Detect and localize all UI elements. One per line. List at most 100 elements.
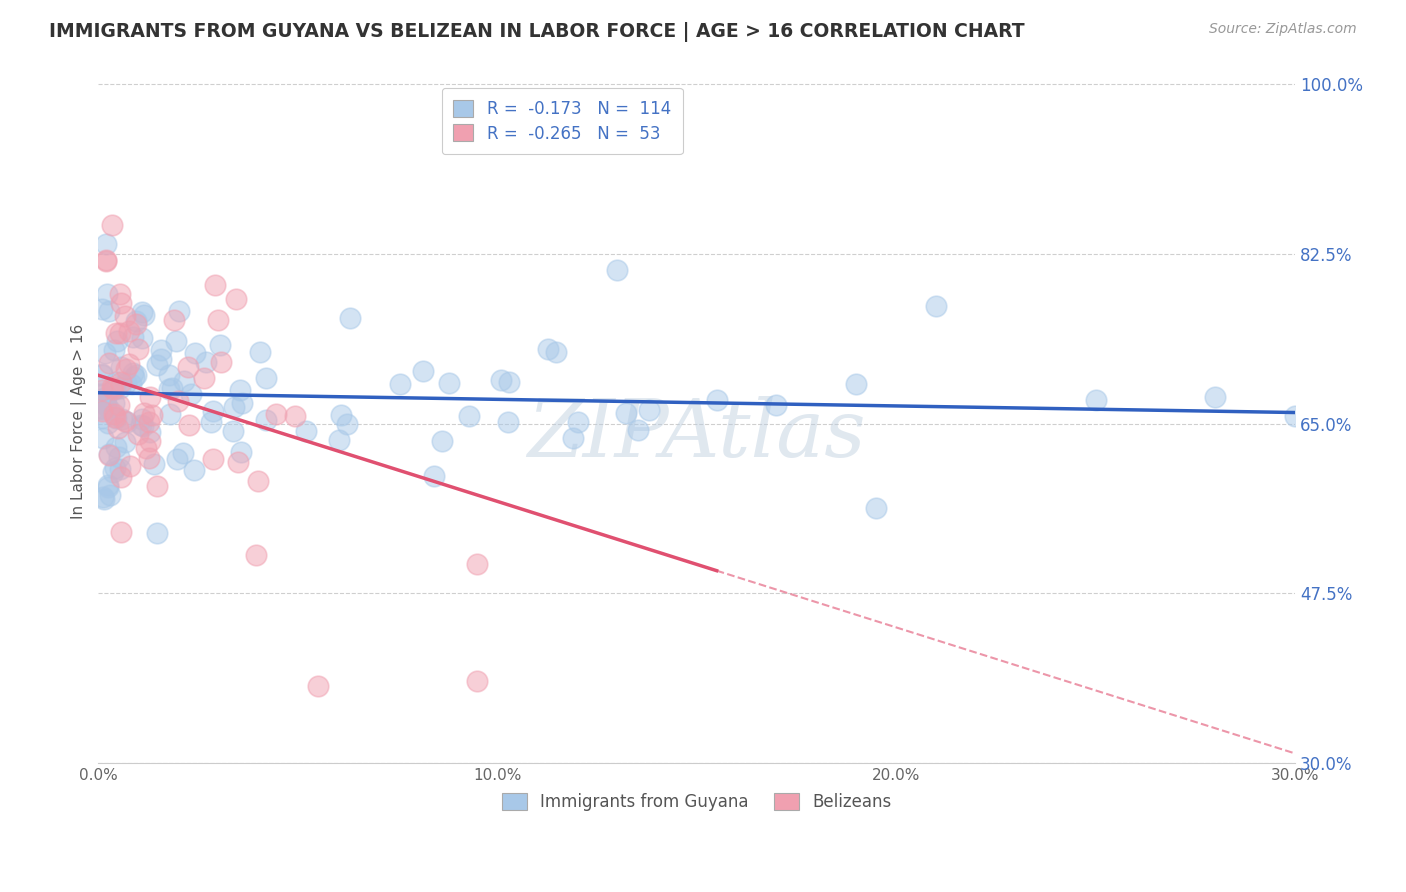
Point xyxy=(496,415,519,429)
Point xyxy=(131,418,153,433)
Text: ZIPAtlas: ZIPAtlas xyxy=(527,396,866,474)
Point xyxy=(115,362,138,376)
Point xyxy=(91,301,114,316)
Point xyxy=(142,458,165,472)
Point xyxy=(173,374,195,388)
Point xyxy=(101,218,124,232)
Point xyxy=(96,253,118,268)
Point xyxy=(122,366,145,380)
Point xyxy=(180,387,202,401)
Point xyxy=(139,390,162,404)
Point xyxy=(165,334,187,348)
Point xyxy=(132,418,155,433)
Point xyxy=(172,446,194,460)
Point xyxy=(245,548,267,562)
Point xyxy=(139,425,162,439)
Point xyxy=(93,491,115,506)
Point xyxy=(131,305,153,319)
Point xyxy=(637,403,659,417)
Point xyxy=(614,406,637,420)
Point xyxy=(465,557,488,571)
Point xyxy=(246,474,269,488)
Point xyxy=(209,355,232,369)
Point xyxy=(91,388,114,402)
Point xyxy=(134,406,156,420)
Point xyxy=(117,324,139,338)
Point xyxy=(225,293,247,307)
Point xyxy=(114,309,136,323)
Point xyxy=(94,390,117,404)
Point xyxy=(284,409,307,423)
Point xyxy=(465,673,488,688)
Point xyxy=(138,451,160,466)
Point xyxy=(226,455,249,469)
Point xyxy=(146,358,169,372)
Point xyxy=(207,313,229,327)
Point xyxy=(104,375,127,389)
Point xyxy=(110,287,132,301)
Point xyxy=(107,421,129,435)
Point xyxy=(108,381,131,395)
Text: Source: ZipAtlas.com: Source: ZipAtlas.com xyxy=(1209,22,1357,37)
Point xyxy=(127,342,149,356)
Point xyxy=(160,381,183,395)
Point xyxy=(845,376,868,391)
Point xyxy=(222,401,245,415)
Point xyxy=(157,368,180,382)
Point xyxy=(131,331,153,345)
Point xyxy=(91,386,114,401)
Point xyxy=(183,463,205,477)
Point xyxy=(339,311,361,326)
Point xyxy=(150,352,173,367)
Point xyxy=(176,359,198,374)
Point xyxy=(122,330,145,344)
Point xyxy=(111,411,134,425)
Point xyxy=(96,287,118,301)
Point xyxy=(254,371,277,385)
Point xyxy=(91,431,114,445)
Point xyxy=(491,373,513,387)
Point xyxy=(1084,392,1107,407)
Point xyxy=(125,318,148,332)
Point xyxy=(97,402,120,417)
Point xyxy=(94,398,117,412)
Point xyxy=(105,334,128,348)
Point xyxy=(537,342,560,356)
Point xyxy=(104,409,127,424)
Point xyxy=(925,299,948,313)
Point xyxy=(110,470,132,484)
Point xyxy=(101,380,124,394)
Point xyxy=(91,401,114,416)
Point xyxy=(229,444,252,458)
Point xyxy=(97,304,120,318)
Point xyxy=(183,346,205,360)
Point xyxy=(193,371,215,385)
Point xyxy=(103,382,125,396)
Point xyxy=(125,314,148,328)
Point xyxy=(101,465,124,479)
Point xyxy=(120,377,142,392)
Point xyxy=(105,326,128,340)
Point xyxy=(97,416,120,430)
Point xyxy=(98,447,121,461)
Point xyxy=(412,364,434,378)
Point xyxy=(110,326,132,340)
Point xyxy=(94,254,117,268)
Point xyxy=(231,395,253,409)
Point xyxy=(567,415,589,429)
Point xyxy=(166,452,188,467)
Point xyxy=(91,383,114,397)
Point xyxy=(330,408,353,422)
Point xyxy=(110,359,132,374)
Point xyxy=(110,524,132,539)
Point xyxy=(328,433,350,447)
Point xyxy=(295,424,318,438)
Point xyxy=(138,415,160,429)
Point xyxy=(103,396,125,410)
Point xyxy=(627,423,650,437)
Point xyxy=(104,383,127,397)
Point xyxy=(167,303,190,318)
Point xyxy=(561,431,583,445)
Point xyxy=(122,369,145,384)
Point xyxy=(107,398,129,412)
